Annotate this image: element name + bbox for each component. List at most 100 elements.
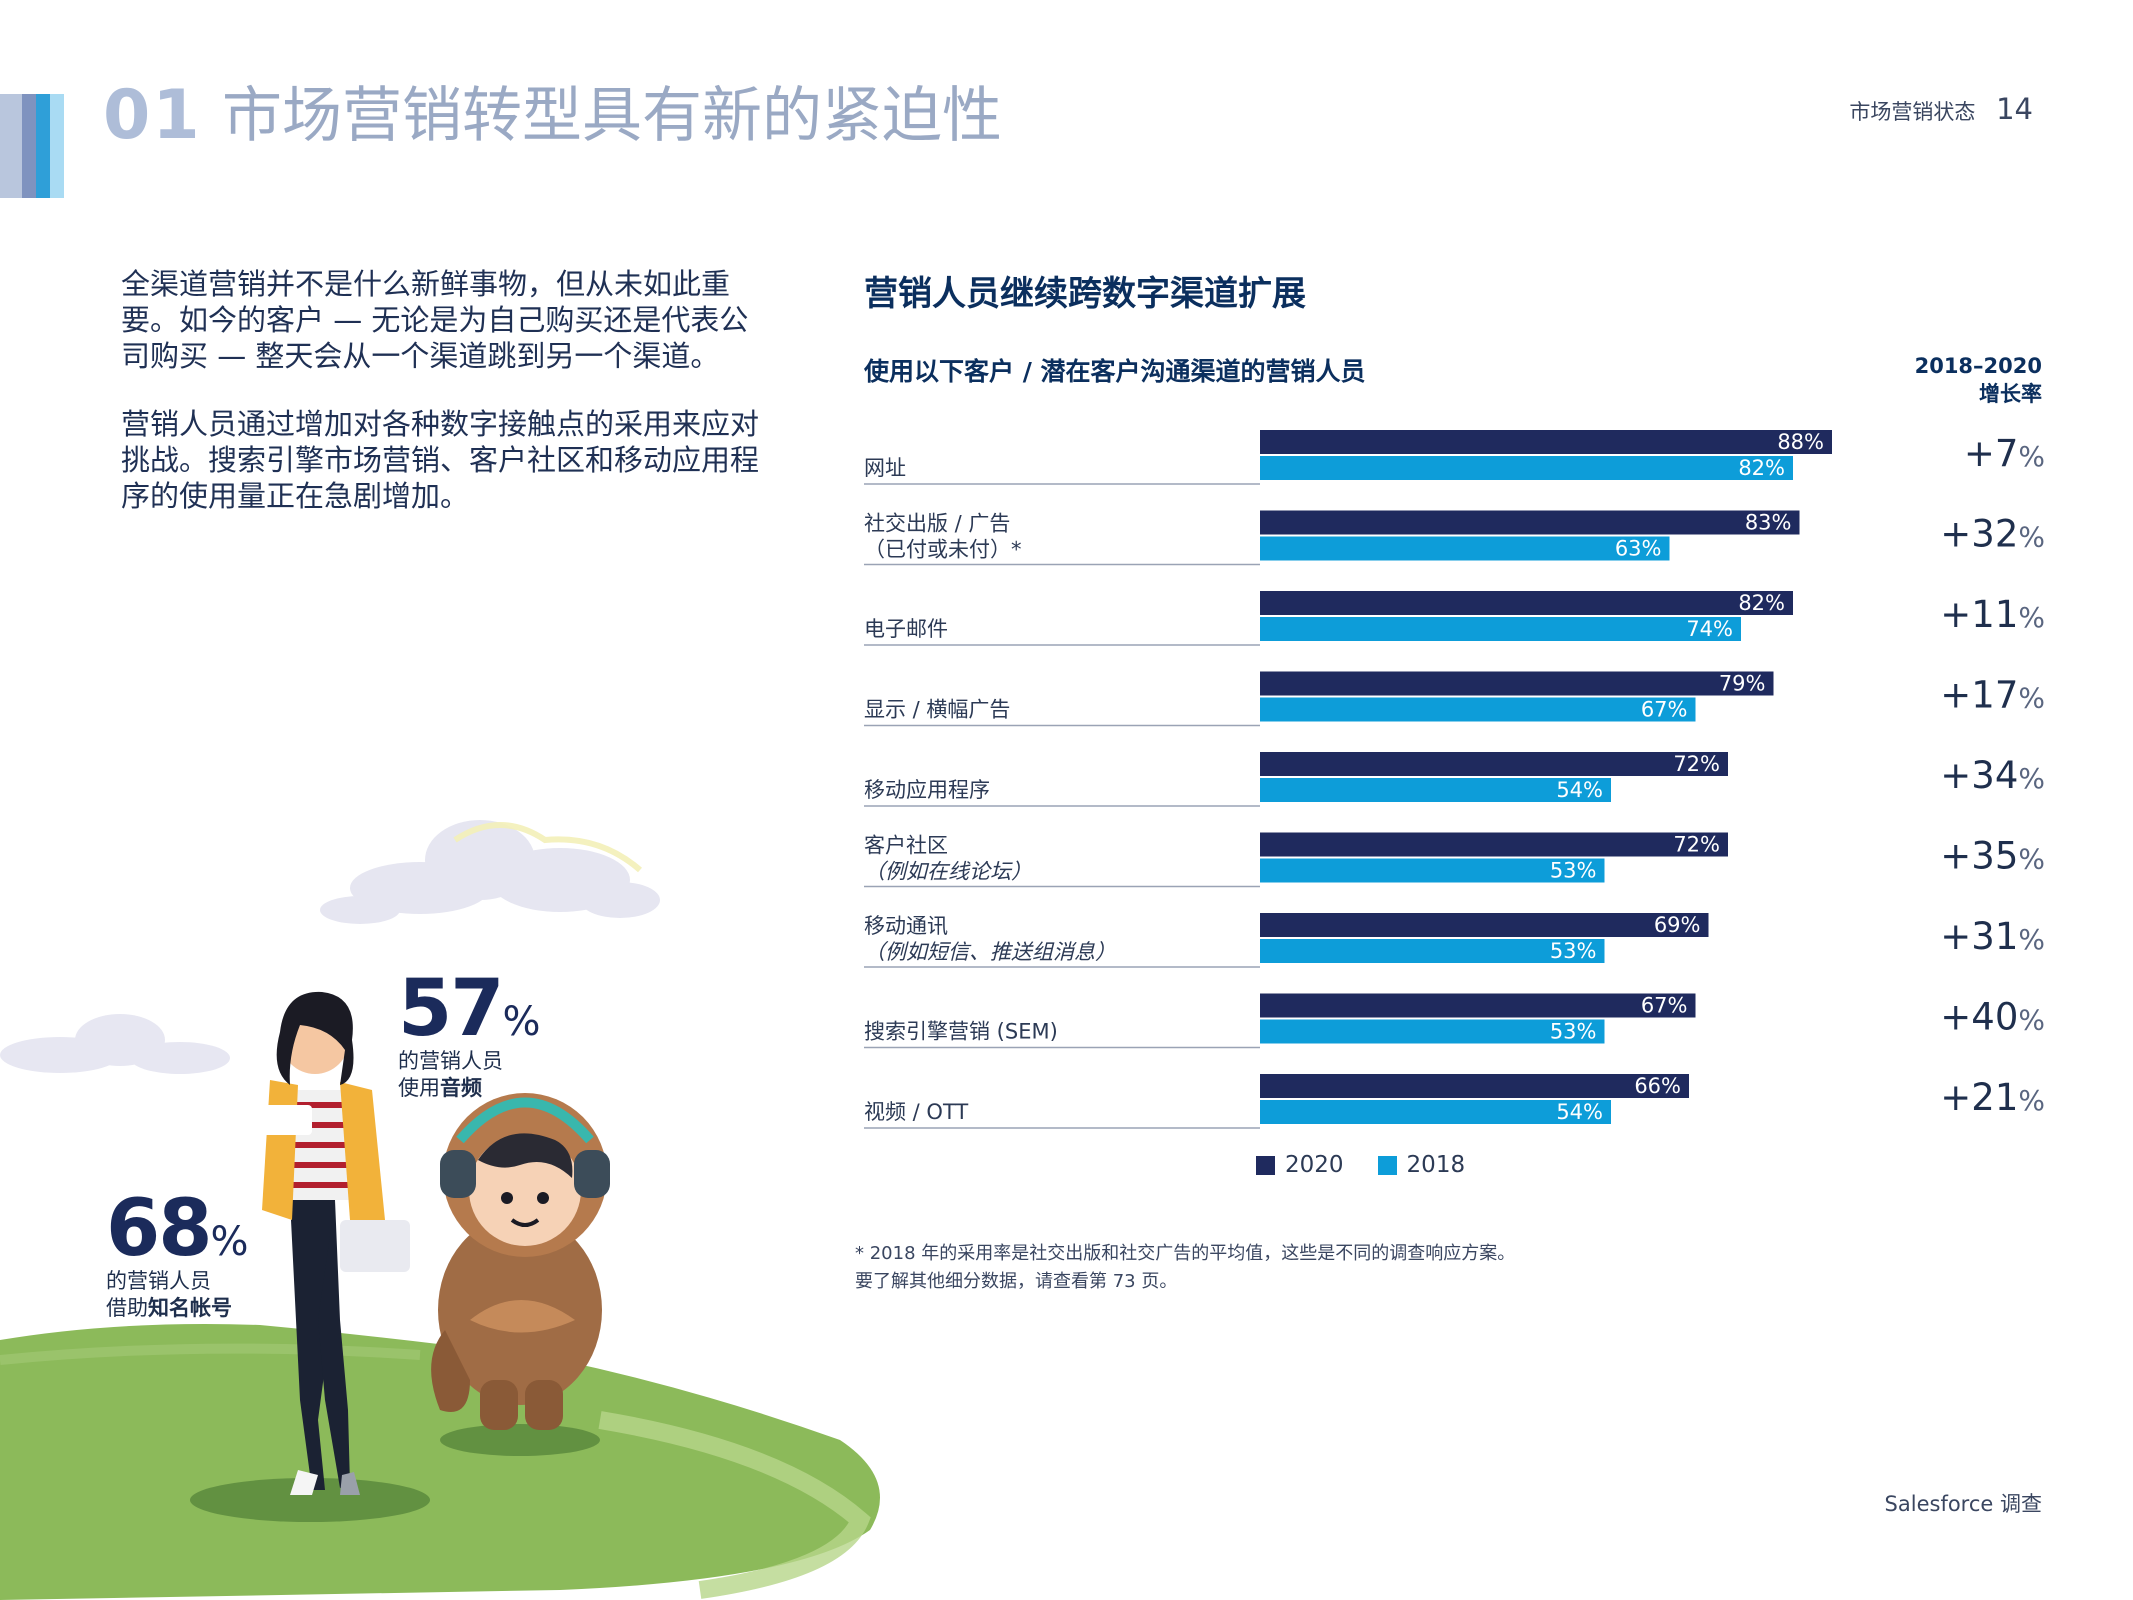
bar-2018 — [1260, 939, 1605, 963]
stat-influencer-value: 68 — [106, 1184, 213, 1274]
category-sublabel: （例如短信、推送组消息） — [864, 940, 1116, 964]
channel-usage-bar-chart: 88%82%网址 +7%83%63%社交出版 / 广告（已付或未付）* +32%82… — [864, 430, 2045, 1129]
stat-audio: 57% 的营销人员 使用音频 — [398, 970, 541, 1102]
footnote-line-1: * 2018 年的采用率是社交出版和社交广告的平均值，这些是不同的调查响应方案。 — [855, 1243, 1516, 1264]
stat-audio-bold: 音频 — [440, 1076, 482, 1100]
bar-value-label-2020: 88% — [1777, 430, 1824, 454]
accent-stripe-1 — [0, 94, 22, 198]
bar-2020 — [1260, 591, 1793, 615]
legend-swatch-2020 — [1256, 1155, 1275, 1175]
growth-rate-label: +11% — [1940, 593, 2045, 636]
page-header-label: 市场营销状态 14 — [1849, 92, 2033, 126]
growth-rate-label: +17% — [1940, 674, 2045, 717]
cloud-icon — [0, 1014, 230, 1074]
intro-paragraph-2: 营销人员通过增加对各种数字接触点的采用来应对挑战。搜索引擎市场营销、客户社区和移… — [121, 407, 760, 513]
legend-label-2020: 2020 — [1285, 1152, 1344, 1178]
grass-hill — [0, 1324, 880, 1600]
stat-influencer-line1: 的营销人员 — [106, 1269, 211, 1293]
section-number: 01 — [103, 76, 202, 155]
category-label: 移动通讯 — [864, 914, 948, 938]
intro-paragraph-1: 全渠道营销并不是什么新鲜事物，但从未如此重要。如今的客户 — 无论是为自己购买还… — [121, 267, 749, 373]
bar-2020 — [1260, 832, 1728, 857]
page-number: 14 — [1996, 92, 2033, 126]
bar-value-label-2020: 67% — [1641, 994, 1688, 1018]
growth-rate-unit: % — [2018, 923, 2045, 956]
category-label: 视频 / OTT — [864, 1100, 968, 1124]
growth-rate-unit: % — [2018, 440, 2045, 473]
section-accent-stripes — [0, 94, 66, 198]
astro-character-icon — [431, 1093, 610, 1430]
bar-2020 — [1260, 510, 1800, 535]
growth-rate-label: +31% — [1940, 915, 2045, 958]
bar-value-label-2018: 54% — [1556, 778, 1603, 802]
stat-audio-unit: % — [502, 999, 541, 1045]
legend-item-2020: 2020 — [1256, 1152, 1344, 1178]
bar-value-label-2018: 54% — [1556, 1100, 1603, 1124]
category-label: 网址 — [864, 456, 906, 480]
bar-2020 — [1260, 913, 1709, 937]
bar-value-label-2020: 72% — [1673, 833, 1720, 857]
stat-audio-line1: 的营销人员 — [398, 1049, 503, 1073]
bar-2018 — [1260, 858, 1605, 883]
bar-2018 — [1260, 456, 1793, 480]
intro-text: 全渠道营销并不是什么新鲜事物，但从未如此重要。如今的客户 — 无论是为自己购买还… — [121, 266, 761, 546]
category-label: 搜索引擎营销 (SEM) — [864, 1020, 1058, 1044]
growth-header-period: 2018–2020 — [1914, 354, 2042, 378]
bar-value-label-2020: 83% — [1745, 511, 1792, 535]
growth-header-label: 增长率 — [1979, 382, 2042, 406]
chart-title: 营销人员继续跨数字渠道扩展 — [864, 274, 1306, 314]
bar-value-label-2020: 69% — [1654, 913, 1701, 937]
stat-influencer-unit: % — [210, 1219, 249, 1265]
growth-rate-unit: % — [2018, 682, 2045, 715]
astro-illustration — [0, 820, 880, 1600]
category-sublabel: （已付或未付）* — [864, 538, 1022, 562]
bar-value-label-2020: 82% — [1738, 591, 1785, 615]
bar-2018 — [1260, 697, 1696, 722]
footer-brand: Salesforce 调查 — [1884, 1492, 2042, 1516]
category-label: 电子邮件 — [864, 617, 948, 641]
bar-value-label-2020: 66% — [1634, 1074, 1681, 1098]
bar-2018 — [1260, 778, 1611, 802]
bar-value-label-2018: 67% — [1641, 698, 1688, 722]
bar-value-label-2018: 53% — [1550, 939, 1597, 963]
report-name: 市场营销状态 — [1849, 100, 1976, 124]
growth-rate-unit: % — [2018, 601, 2045, 634]
bar-2020 — [1260, 752, 1728, 776]
growth-rate-label: +40% — [1940, 996, 2045, 1039]
category-label: 社交出版 / 广告 — [864, 512, 1010, 536]
growth-column-header: 2018–2020 增长率 — [1915, 352, 2042, 408]
growth-rate-label: +32% — [1940, 513, 2045, 556]
legend-swatch-2018 — [1377, 1155, 1397, 1175]
growth-rate-unit: % — [2018, 1004, 2045, 1037]
growth-rate-label: +35% — [1940, 835, 2045, 878]
woman-figure-icon — [262, 991, 410, 1495]
growth-rate-unit: % — [2018, 843, 2045, 876]
growth-rate-label: +7% — [1964, 432, 2045, 475]
growth-rate-unit: % — [2018, 1084, 2045, 1117]
growth-rate-unit: % — [2018, 521, 2045, 554]
growth-rate-label: +34% — [1940, 754, 2045, 797]
stat-influencer: 68% 的营销人员 借助知名帐号 — [106, 1190, 249, 1322]
legend-label-2018: 2018 — [1406, 1152, 1466, 1178]
accent-stripe-2 — [22, 94, 36, 198]
page-title: 市场营销转型具有新的紧迫性 — [222, 81, 1002, 151]
category-sublabel: （例如在线论坛） — [864, 860, 1032, 884]
bar-2020 — [1260, 430, 1832, 454]
accent-stripe-3 — [36, 94, 50, 198]
bar-value-label-2020: 79% — [1719, 672, 1766, 696]
cloud-icon — [320, 820, 660, 924]
bar-value-label-2018: 74% — [1686, 617, 1733, 641]
growth-rate-label: +21% — [1940, 1076, 2045, 1119]
stat-audio-value: 57 — [398, 964, 505, 1054]
legend-item-2018: 2018 — [1377, 1152, 1466, 1178]
stat-influencer-bold: 知名帐号 — [148, 1296, 232, 1320]
bar-value-label-2018: 53% — [1550, 1020, 1597, 1044]
chart-legend: 2020 2018 — [1256, 1152, 1465, 1178]
stat-influencer-prefix: 借助 — [106, 1296, 148, 1320]
category-label: 移动应用程序 — [864, 778, 990, 802]
bar-2018 — [1260, 617, 1741, 641]
footnote-line-2: 要了解其他细分数据，请查看第 73 页。 — [855, 1271, 1178, 1292]
bar-2020 — [1260, 671, 1774, 696]
bar-2020 — [1260, 1074, 1689, 1098]
stat-audio-prefix: 使用 — [398, 1076, 440, 1100]
